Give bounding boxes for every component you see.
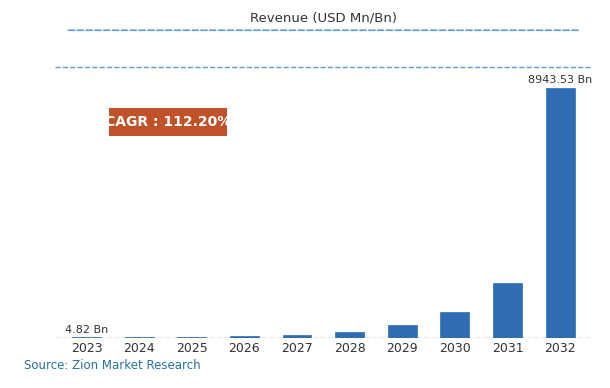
Text: Global Magnetic Refrigeration Market,: Global Magnetic Refrigeration Market,: [12, 16, 401, 34]
Bar: [493, 282, 522, 338]
Bar: [388, 325, 417, 338]
Bar: [440, 312, 469, 338]
Text: 4.82 Bn: 4.82 Bn: [65, 325, 108, 335]
Text: 8943.53 Bn: 8943.53 Bn: [528, 76, 592, 85]
Bar: [282, 335, 312, 338]
Bar: [335, 332, 364, 338]
Text: CAGR : 112.20%: CAGR : 112.20%: [104, 116, 231, 130]
FancyBboxPatch shape: [109, 109, 227, 137]
Text: Revenue (USD Mn/Bn): Revenue (USD Mn/Bn): [250, 12, 396, 25]
Bar: [178, 337, 206, 338]
Text: Source: Zion Market Research: Source: Zion Market Research: [24, 359, 201, 372]
Bar: [546, 88, 575, 338]
Text: 2024-2032 (USD Billion): 2024-2032 (USD Billion): [271, 16, 494, 34]
Bar: [230, 336, 259, 338]
